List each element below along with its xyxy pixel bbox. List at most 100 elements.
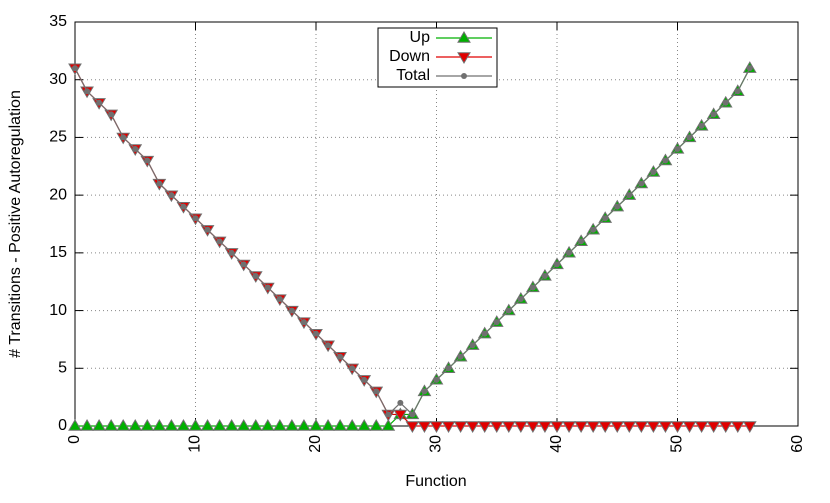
- point: [96, 99, 103, 106]
- point: [116, 419, 131, 431]
- point: [465, 421, 480, 433]
- point: [397, 399, 404, 406]
- point: [72, 65, 78, 72]
- legend-marker: [461, 73, 467, 79]
- point: [646, 421, 661, 433]
- point: [84, 88, 91, 95]
- point: [369, 419, 384, 431]
- point: [140, 419, 155, 431]
- point: [746, 65, 753, 72]
- point: [658, 421, 673, 433]
- y-tick-label: 0: [58, 417, 67, 434]
- point: [164, 419, 179, 431]
- point: [730, 421, 745, 433]
- point: [313, 330, 319, 337]
- point: [578, 238, 585, 245]
- point: [650, 169, 657, 176]
- y-tick-label: 30: [49, 71, 67, 88]
- x-tick-label: 30: [428, 435, 445, 453]
- point: [132, 145, 139, 152]
- y-tick-label: 35: [49, 13, 67, 30]
- point: [441, 421, 456, 433]
- point: [236, 419, 251, 431]
- point: [300, 319, 307, 326]
- point: [104, 419, 119, 431]
- point: [590, 226, 597, 233]
- point: [321, 419, 335, 431]
- point: [529, 284, 536, 291]
- point: [216, 238, 223, 245]
- point: [453, 421, 468, 433]
- point: [120, 134, 127, 141]
- point: [80, 419, 94, 431]
- x-axis-label: Function: [405, 473, 466, 490]
- point: [513, 421, 528, 433]
- point: [309, 419, 323, 431]
- point: [538, 421, 552, 433]
- point: [68, 419, 82, 431]
- legend-label: Down: [389, 48, 430, 65]
- x-tick-label: 60: [789, 435, 806, 453]
- x-tick-label: 40: [548, 435, 565, 453]
- point: [489, 421, 504, 433]
- point: [152, 419, 167, 431]
- point: [349, 365, 356, 372]
- legend-marker: [457, 31, 471, 43]
- point: [674, 145, 681, 152]
- point: [276, 296, 283, 303]
- point: [541, 272, 548, 279]
- point: [409, 411, 416, 418]
- point: [373, 388, 380, 395]
- point: [248, 419, 263, 431]
- point: [240, 261, 247, 268]
- x-tick-label: 0: [66, 435, 83, 444]
- point: [614, 203, 621, 210]
- point: [481, 330, 488, 337]
- point: [264, 284, 271, 291]
- y-axis-label: # Transitions - Positive Autoregulation: [7, 90, 24, 358]
- point: [526, 421, 540, 433]
- point: [108, 111, 115, 118]
- point: [706, 421, 721, 433]
- point: [686, 134, 693, 141]
- point: [554, 261, 560, 268]
- point: [445, 365, 452, 372]
- point: [469, 342, 476, 349]
- point: [429, 421, 444, 433]
- point: [128, 419, 143, 431]
- point: [228, 249, 235, 256]
- point: [574, 421, 588, 433]
- point: [433, 376, 440, 383]
- point: [176, 419, 191, 431]
- point: [622, 421, 637, 433]
- point: [682, 421, 697, 433]
- point: [457, 353, 464, 360]
- point: [694, 421, 709, 433]
- point: [92, 419, 106, 431]
- point: [192, 215, 199, 222]
- point: [710, 111, 717, 118]
- legend-marker: [457, 52, 471, 64]
- point: [477, 421, 492, 433]
- point: [272, 419, 287, 431]
- y-tick-label: 10: [49, 302, 67, 319]
- point: [385, 411, 392, 418]
- series-line: [74, 67, 750, 427]
- point: [421, 388, 428, 395]
- y-tick-label: 15: [49, 244, 67, 261]
- point: [288, 307, 295, 314]
- point: [337, 353, 344, 360]
- point: [357, 419, 372, 431]
- point: [722, 99, 729, 106]
- point: [602, 215, 609, 222]
- point: [381, 419, 396, 431]
- y-tick-label: 20: [49, 186, 67, 203]
- point: [550, 421, 564, 433]
- point: [626, 192, 633, 199]
- point: [188, 419, 203, 431]
- point: [586, 421, 601, 433]
- point: [156, 180, 163, 187]
- point: [252, 272, 259, 279]
